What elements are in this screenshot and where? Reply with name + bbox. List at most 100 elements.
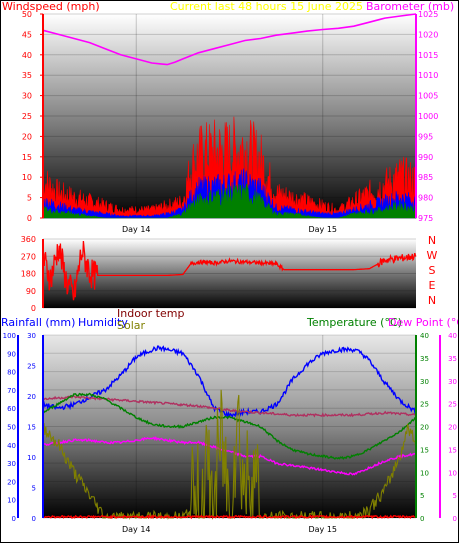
humidity-tick-label: 70 [7,387,16,395]
barometer-tick-label: 1015 [418,51,438,60]
humidity-tick-label: 50 [7,424,16,432]
wind-tick-label: 30 [22,92,32,101]
humidity-tick-label: 80 [7,369,16,377]
day-tick-label: Day 15 [308,525,337,534]
temp-panel-background [43,335,416,518]
dewpoint-tick-label: 35 [448,355,457,363]
temperature-tick-label: 15 [420,446,429,454]
dewpoint-tick-label: 20 [448,424,457,432]
dewpoint-tick-label: 15 [448,446,457,454]
series-rainfall-mm--line [42,514,417,520]
dewpoint-tick-label: 10 [448,469,457,477]
dewpoint-tick-label: 40 [448,332,457,340]
dewpoint-tick-label: 25 [448,401,457,409]
direction-panel-background [43,239,416,308]
day-tick-label: Day 14 [122,525,151,534]
compass-label: N [428,234,436,247]
barometer-tick-label: 980 [418,194,433,203]
humidity-tick-label: 60 [7,405,16,413]
wind-tick-label: 20 [22,132,32,141]
humidity-tick-label: 20 [7,478,16,486]
temp-panel-marks [42,345,417,520]
humidity-tick-label: 0 [12,515,16,523]
humidity-axis-label: Humidity [78,316,128,329]
direction-panel-grid [43,238,416,309]
rain-tick-label: 0 [32,515,36,523]
wind-tick-label: 5 [27,194,32,203]
temperature-tick-label: 0 [420,515,424,523]
series-wind-direction-line [42,240,417,301]
temperature-axis-label: Temperature (°C) [306,316,402,329]
compass-label: E [429,279,436,292]
direction-panel-marks [42,240,417,301]
temperature-tick-label: 10 [420,469,429,477]
temperature-tick-label: 25 [420,401,429,409]
wind-tick-label: 25 [22,112,32,121]
barometer-tick-label: 995 [418,132,433,141]
wind-tick-label: 10 [22,173,32,182]
wind-tick-label: 45 [22,30,32,39]
series-wind-lull-area [42,183,417,219]
indoor-temp-label: Indoor temp [117,307,184,320]
temperature-tick-label: 30 [420,378,429,386]
wind-tick-label: 40 [22,51,32,60]
direction-tick-label: 0 [31,304,36,313]
direction-tick-label: 360 [21,235,36,244]
day-tick-label: Day 14 [122,225,151,234]
rain-tick-label: 10 [27,454,36,462]
series-barometer-line [42,13,417,66]
barometer-tick-label: 1020 [418,30,438,39]
compass-label: N [428,294,436,307]
rain-tick-label: 5 [32,485,36,493]
humidity-tick-label: 90 [7,350,16,358]
solar-label: Solar [117,319,146,332]
wind-panel-marks [42,13,417,219]
wind-tick-label: 50 [22,10,32,19]
rain-tick-label: 30 [27,332,36,340]
wind-tick-label: 15 [22,153,32,162]
temperature-tick-label: 20 [420,424,429,432]
series-temperature-c--line [42,392,417,461]
dewpoint-tick-label: 5 [453,492,457,500]
windspeed-axis-label: Windspeed (mph) [2,0,100,13]
barometer-tick-label: 985 [418,173,433,182]
humidity-tick-label: 30 [7,460,16,468]
series-solar-line [42,389,417,520]
axis-ticks: 0510152025303540455097598098599099510001… [3,10,457,534]
humidity-tick-label: 100 [3,332,16,340]
wind-tick-label: 0 [27,214,32,223]
barometer-tick-label: 1025 [418,10,438,19]
barometer-axis-label: Barometer (mb) [366,0,454,13]
barometer-tick-label: 1005 [418,92,438,101]
dewpoint-axis-label: Dew Point (°C) [388,316,459,329]
barometer-tick-label: 975 [418,214,433,223]
rain-tick-label: 15 [27,424,36,432]
series-wind-gust-area [42,116,417,219]
barometer-tick-label: 1010 [418,71,438,80]
direction-tick-label: 270 [21,252,36,261]
day-tick-label: Day 15 [308,225,337,234]
temperature-tick-label: 5 [420,492,424,500]
rainfall-axis-label: Rainfall (mm) [1,316,75,329]
barometer-tick-label: 990 [418,153,433,162]
rain-tick-label: 20 [27,393,36,401]
series-wind-average-area [42,168,417,219]
wind-tick-label: 35 [22,71,32,80]
temperature-tick-label: 35 [420,355,429,363]
dewpoint-tick-label: 30 [448,378,457,386]
barometer-tick-label: 1000 [418,112,438,121]
rain-tick-label: 25 [27,363,36,371]
temperature-tick-label: 40 [420,332,429,340]
temp-panel-grid [43,334,416,519]
direction-tick-label: 180 [21,270,36,279]
series-dew-point-c--line [42,436,417,476]
humidity-tick-label: 10 [7,497,16,505]
chart-title: Current last 48 hours 15 June 2025 [170,0,363,13]
direction-tick-label: 90 [26,287,36,296]
compass-label: S [429,264,436,277]
compass-label: W [427,249,438,262]
humidity-tick-label: 40 [7,442,16,450]
dewpoint-tick-label: 0 [453,515,457,523]
